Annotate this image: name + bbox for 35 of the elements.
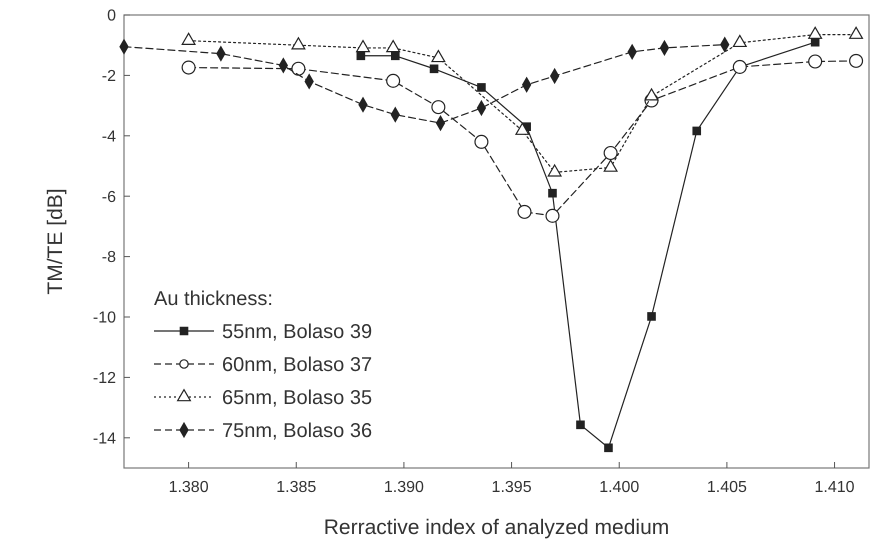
y-tick-label: -6 (102, 188, 116, 206)
point (477, 83, 486, 92)
point (545, 208, 560, 223)
y-tick-label: -4 (102, 128, 116, 146)
y-tick-label: -8 (102, 249, 116, 266)
y-tick-label: 0 (107, 8, 116, 25)
x-tick-label: 1.410 (814, 479, 855, 496)
y-tick-label: -2 (102, 68, 116, 85)
x-tick-label: 1.405 (706, 479, 748, 496)
x-tick-label: 1.390 (384, 479, 424, 496)
x-tick-label: 1.400 (599, 479, 640, 496)
x-tick-label: 1.385 (276, 479, 316, 496)
point (604, 443, 613, 452)
point (474, 134, 488, 149)
legend-title: Au thickness: (154, 288, 273, 310)
point (647, 312, 656, 321)
point (430, 64, 438, 74)
y-tick-label: -12 (92, 370, 116, 387)
legend-label: 55nm, Bolaso 39 (222, 321, 372, 343)
point (576, 420, 585, 430)
x-tick-label: 1.395 (492, 479, 532, 496)
y-tick-label: -10 (92, 310, 116, 327)
legend-label: 75nm, Bolaso 36 (222, 420, 372, 442)
point (356, 51, 366, 60)
point (390, 51, 400, 60)
legend-label: 65nm, Bolaso 35 (222, 387, 372, 409)
point (692, 126, 702, 136)
legend-label: 60nm, Bolaso 37 (222, 354, 372, 376)
point (604, 146, 618, 160)
x-tick-label: 1.380 (168, 479, 209, 496)
point (548, 188, 557, 198)
x-axis-title: Rerractive index of analyzed medium (324, 516, 670, 539)
y-tick-label: -14 (92, 430, 116, 448)
y-axis-title: TM/TE [dB] (44, 188, 67, 295)
point (431, 100, 446, 114)
